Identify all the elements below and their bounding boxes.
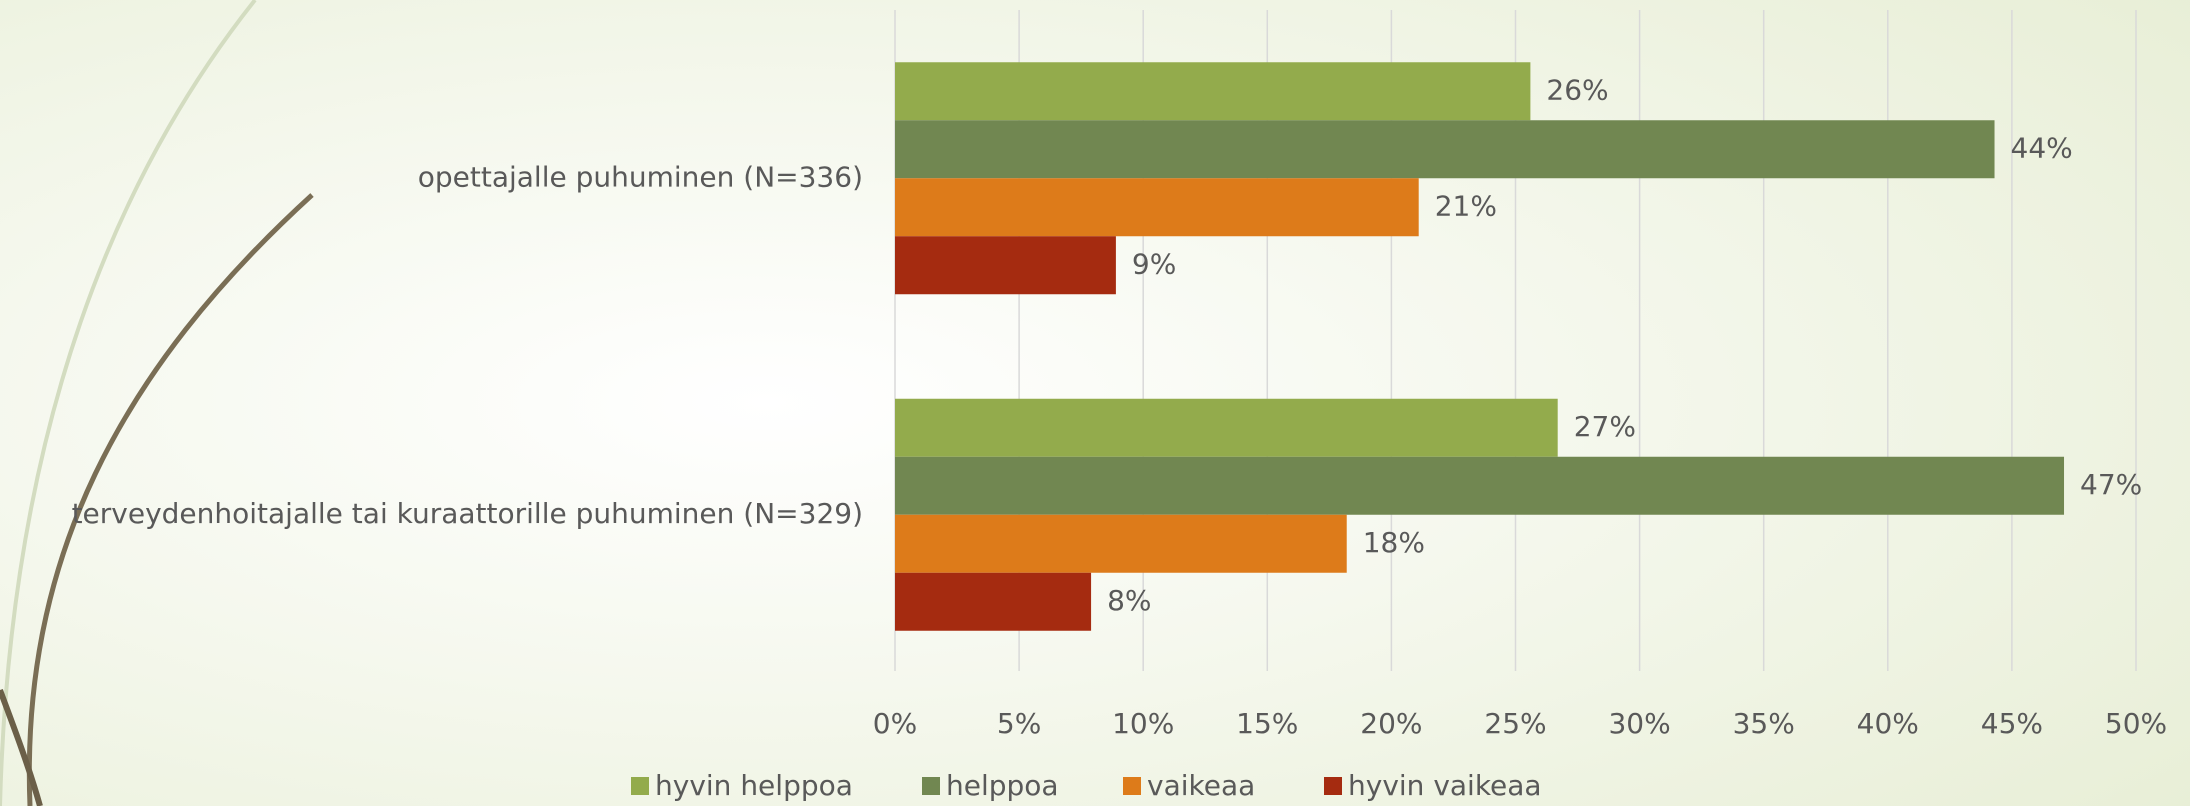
bar <box>895 236 1116 295</box>
data-label: 26% <box>1546 73 1608 106</box>
legend-label: vaikeaa <box>1147 769 1255 802</box>
data-label: 9% <box>1132 247 1176 280</box>
x-tick-label: 0% <box>873 707 917 740</box>
bar <box>895 120 1995 179</box>
legend-label: hyvin helppoa <box>655 769 853 802</box>
x-tick-label: 45% <box>1981 707 2043 740</box>
decoration-curve <box>0 0 257 806</box>
legend-swatch <box>922 777 940 795</box>
legend-swatch <box>1324 777 1342 795</box>
category-label: opettajalle puhuminen (N=336) <box>418 160 863 193</box>
bar <box>895 514 1347 573</box>
bar <box>895 572 1092 631</box>
x-tick-label: 30% <box>1608 707 1670 740</box>
decoration-curve <box>26 193 314 806</box>
x-tick-label: 25% <box>1484 707 1546 740</box>
legend-label: helppoa <box>946 769 1059 802</box>
data-label: 47% <box>2080 468 2142 501</box>
bar <box>895 62 1531 121</box>
bar <box>895 178 1419 237</box>
bar <box>895 456 2065 515</box>
plot-area: 0% 5% 10% 15% 20% 25% 30% 35% 40% 45% 50% opettajal… <box>72 10 2167 802</box>
x-tick-label: 35% <box>1733 707 1795 740</box>
x-tick-label: 50% <box>2105 707 2167 740</box>
x-tick-label: 10% <box>1112 707 1174 740</box>
x-tick-label: 15% <box>1236 707 1298 740</box>
legend-swatch <box>631 777 649 795</box>
data-label: 8% <box>1107 584 1151 617</box>
data-label: 27% <box>1574 410 1636 443</box>
category-label: terveydenhoitajalle tai kuraattorille pu… <box>72 497 863 530</box>
decoration-curve <box>0 688 43 806</box>
legend-swatch <box>1123 777 1141 795</box>
legend-label: hyvin vaikeaa <box>1348 769 1542 802</box>
x-tick-label: 40% <box>1857 707 1919 740</box>
data-label: 18% <box>1363 526 1425 559</box>
bar <box>895 398 1558 457</box>
x-tick-label: 20% <box>1360 707 1422 740</box>
data-label: 44% <box>2011 131 2073 164</box>
x-tick-label: 5% <box>997 707 1041 740</box>
data-label: 21% <box>1435 189 1497 222</box>
